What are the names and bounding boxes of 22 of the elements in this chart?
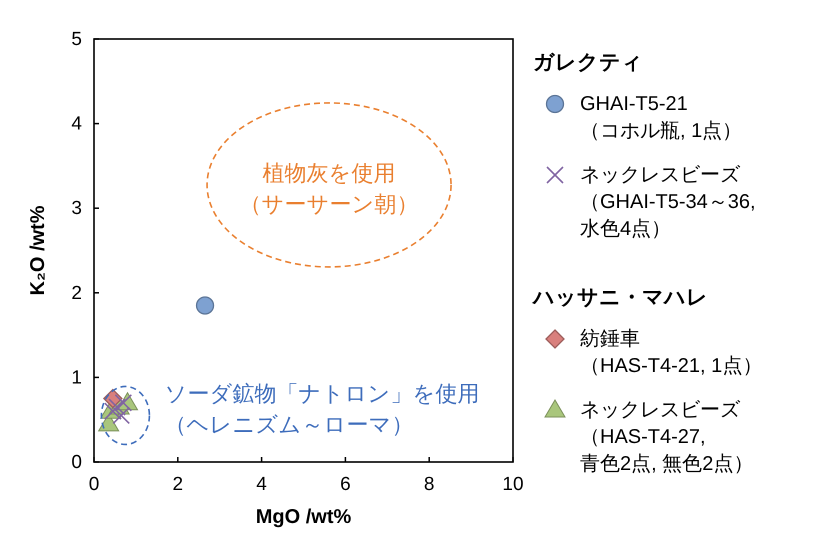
legend-label: 紡錘車（HAS-T4-21, 1点） xyxy=(580,328,762,377)
x-tick-label: 8 xyxy=(424,474,434,494)
x-tick-label: 10 xyxy=(502,474,524,494)
x-tick-label: 0 xyxy=(88,474,100,494)
legend-label: ネックレスビーズ（GHAI-T5-34～36, 水色4点） xyxy=(580,164,756,240)
legend-label: ネックレスビーズ（HAS-T4-27, 青色2点, 無色2点） xyxy=(580,399,754,475)
text: ハッサニ・マハレ xyxy=(533,286,708,308)
x-tick-label: 6 xyxy=(340,474,351,494)
y-axis-title: K₂O /wt% xyxy=(27,205,49,296)
annotation: ソーダ鉱物「ナトロン」を使用（ヘレニズム～ローマ） xyxy=(164,380,480,436)
annotation: 植物灰を使用（サーサーン朝） xyxy=(240,160,419,216)
x-axis-title: MgO /wt% xyxy=(256,506,352,528)
y-tick-label: 3 xyxy=(71,198,82,219)
y-tick-label: 1 xyxy=(71,366,82,388)
x-tick-label: 2 xyxy=(172,474,184,494)
y-tick-label: 5 xyxy=(71,28,82,50)
legend-label: GHAI-T5-21（コホル瓶, 1点） xyxy=(580,93,742,142)
y-tick-label: 0 xyxy=(71,452,82,472)
x-tick-label: 4 xyxy=(256,474,268,494)
y-tick-label: 4 xyxy=(71,113,82,134)
text: ガレクティ xyxy=(533,50,643,74)
y-tick-label: 2 xyxy=(71,282,82,304)
